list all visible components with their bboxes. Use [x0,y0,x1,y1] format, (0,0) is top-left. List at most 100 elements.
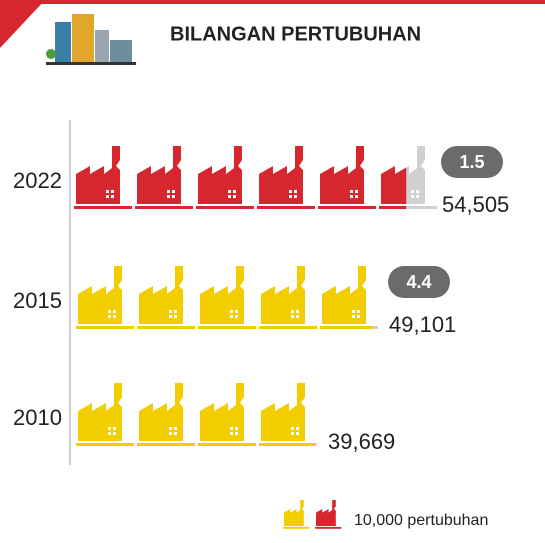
icon-window [113,315,116,318]
icon-window [108,310,111,313]
icon-window [108,432,111,435]
icon-shape [322,266,366,324]
icon-window [106,190,109,193]
icon-window [174,310,177,313]
icon-window [169,310,172,313]
category-label: 2015 [13,288,62,313]
icon-window [291,310,294,313]
icon-shape [78,383,122,441]
icon-window [294,190,297,193]
icon-window [228,190,231,193]
icon-window [289,195,292,198]
icon-window [230,427,233,430]
icon [198,383,256,446]
growth-badge [441,146,503,178]
icon-shape [200,383,244,441]
icon-shape [137,146,181,204]
icon-window [167,195,170,198]
icon-base [196,206,254,209]
icon-window [352,315,355,318]
icon-window [235,315,238,318]
icon-window [357,315,360,318]
icon-window [296,427,299,430]
chart-title: BILANGAN PERTUBUHAN [170,23,421,45]
icon-base [198,326,256,329]
icon-window [235,432,238,435]
icon-window [108,315,111,318]
icon-window [169,432,172,435]
icon-window [230,310,233,313]
icon-base [259,326,317,329]
icon [257,146,315,209]
icon-base [379,206,407,209]
icon [76,266,134,329]
growth-badge [388,266,450,298]
header-icon [46,14,136,65]
icon-shape [139,383,183,441]
category-label: 2022 [13,168,62,193]
icon-shape [261,383,305,441]
icon-window [174,427,177,430]
icon [74,146,132,209]
icon [259,266,317,329]
icon-window [106,195,109,198]
icon-window [296,315,299,318]
icon-shape [198,146,242,204]
icon-window [230,432,233,435]
icon-window [296,432,299,435]
icon [320,266,378,329]
icon-base [137,326,195,329]
icon [135,146,193,209]
legend-label: 10,000 pertubuhan [354,512,488,529]
icon-window [111,195,114,198]
icon-window [352,310,355,313]
icon-window [113,427,116,430]
legend-icon [283,500,310,529]
icon-window [172,190,175,193]
icon-window [291,427,294,430]
icon-window [350,190,353,193]
icon [259,383,317,446]
corner-triangle [0,0,45,48]
icon-window [230,315,233,318]
icon-base [137,443,195,446]
icon-base [198,443,256,446]
icon [198,266,256,329]
icon-window [169,427,172,430]
icon-window [355,195,358,198]
icon-window [355,190,358,193]
icon [379,146,437,209]
icon-shape [259,146,303,204]
growth-label: 4.4 [406,272,431,292]
icon-window [172,195,175,198]
icon-window [108,427,111,430]
icon-base [257,206,315,209]
icon-window [169,315,172,318]
icon-window [350,195,353,198]
icon-shape [139,266,183,324]
icon-window [416,195,419,198]
icon-shape [284,500,304,527]
icon-shape [78,266,122,324]
icon [318,146,376,209]
legend [283,500,342,529]
icon [137,266,195,329]
icon-base [283,527,310,529]
value-label: 39,669 [328,429,395,454]
icon-shape [261,266,305,324]
icon-window [174,432,177,435]
icon-window [233,195,236,198]
icon-window [291,432,294,435]
icon-window [411,195,414,198]
icon-window [411,190,414,193]
icon-window [111,190,114,193]
icon [196,146,254,209]
icon-shape [320,146,364,204]
icon-fill [259,383,316,446]
icon [137,383,195,446]
legend-icon [315,500,342,529]
icon-window [235,310,238,313]
icon-window [167,190,170,193]
icon-window [296,310,299,313]
